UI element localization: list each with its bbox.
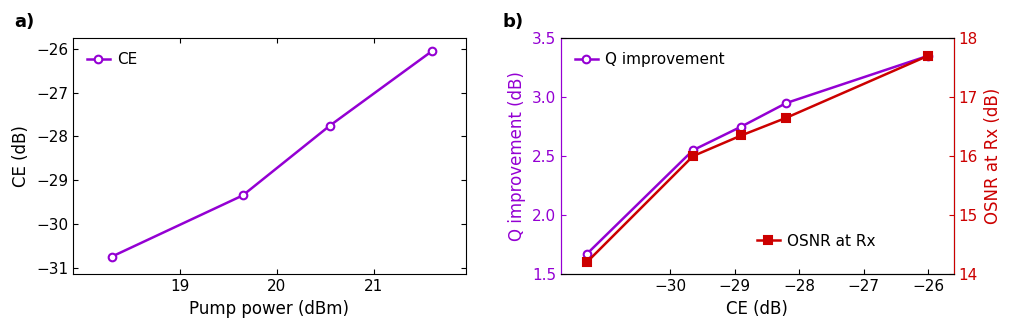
- Q improvement: [735, 125, 747, 129]
- X-axis label: CE (dB): CE (dB): [726, 300, 788, 317]
- OSNR at Rx: [922, 54, 934, 58]
- Q improvement: [581, 252, 593, 256]
- Legend: CE: CE: [81, 46, 144, 73]
- Y-axis label: OSNR at Rx (dB): OSNR at Rx (dB): [984, 88, 1002, 224]
- Line: CE: CE: [108, 48, 436, 260]
- CE: [236, 193, 248, 197]
- Q improvement: [780, 101, 792, 105]
- OSNR at Rx: [780, 116, 792, 120]
- Line: Q improvement: Q improvement: [583, 52, 932, 258]
- Y-axis label: Q improvement (dB): Q improvement (dB): [508, 71, 526, 241]
- CE: [105, 255, 118, 259]
- CE: [323, 123, 336, 127]
- OSNR at Rx: [735, 133, 747, 137]
- OSNR at Rx: [686, 154, 699, 158]
- X-axis label: Pump power (dBm): Pump power (dBm): [190, 300, 350, 317]
- OSNR at Rx: [581, 260, 593, 264]
- Q improvement: [922, 54, 934, 58]
- Text: a): a): [14, 13, 34, 31]
- Legend: Q improvement: Q improvement: [569, 46, 731, 73]
- Legend: OSNR at Rx: OSNR at Rx: [750, 227, 882, 255]
- Y-axis label: CE (dB): CE (dB): [12, 125, 30, 187]
- Text: b): b): [502, 13, 523, 31]
- CE: [426, 49, 438, 53]
- Q improvement: [686, 148, 699, 152]
- Line: OSNR at Rx: OSNR at Rx: [583, 52, 932, 266]
